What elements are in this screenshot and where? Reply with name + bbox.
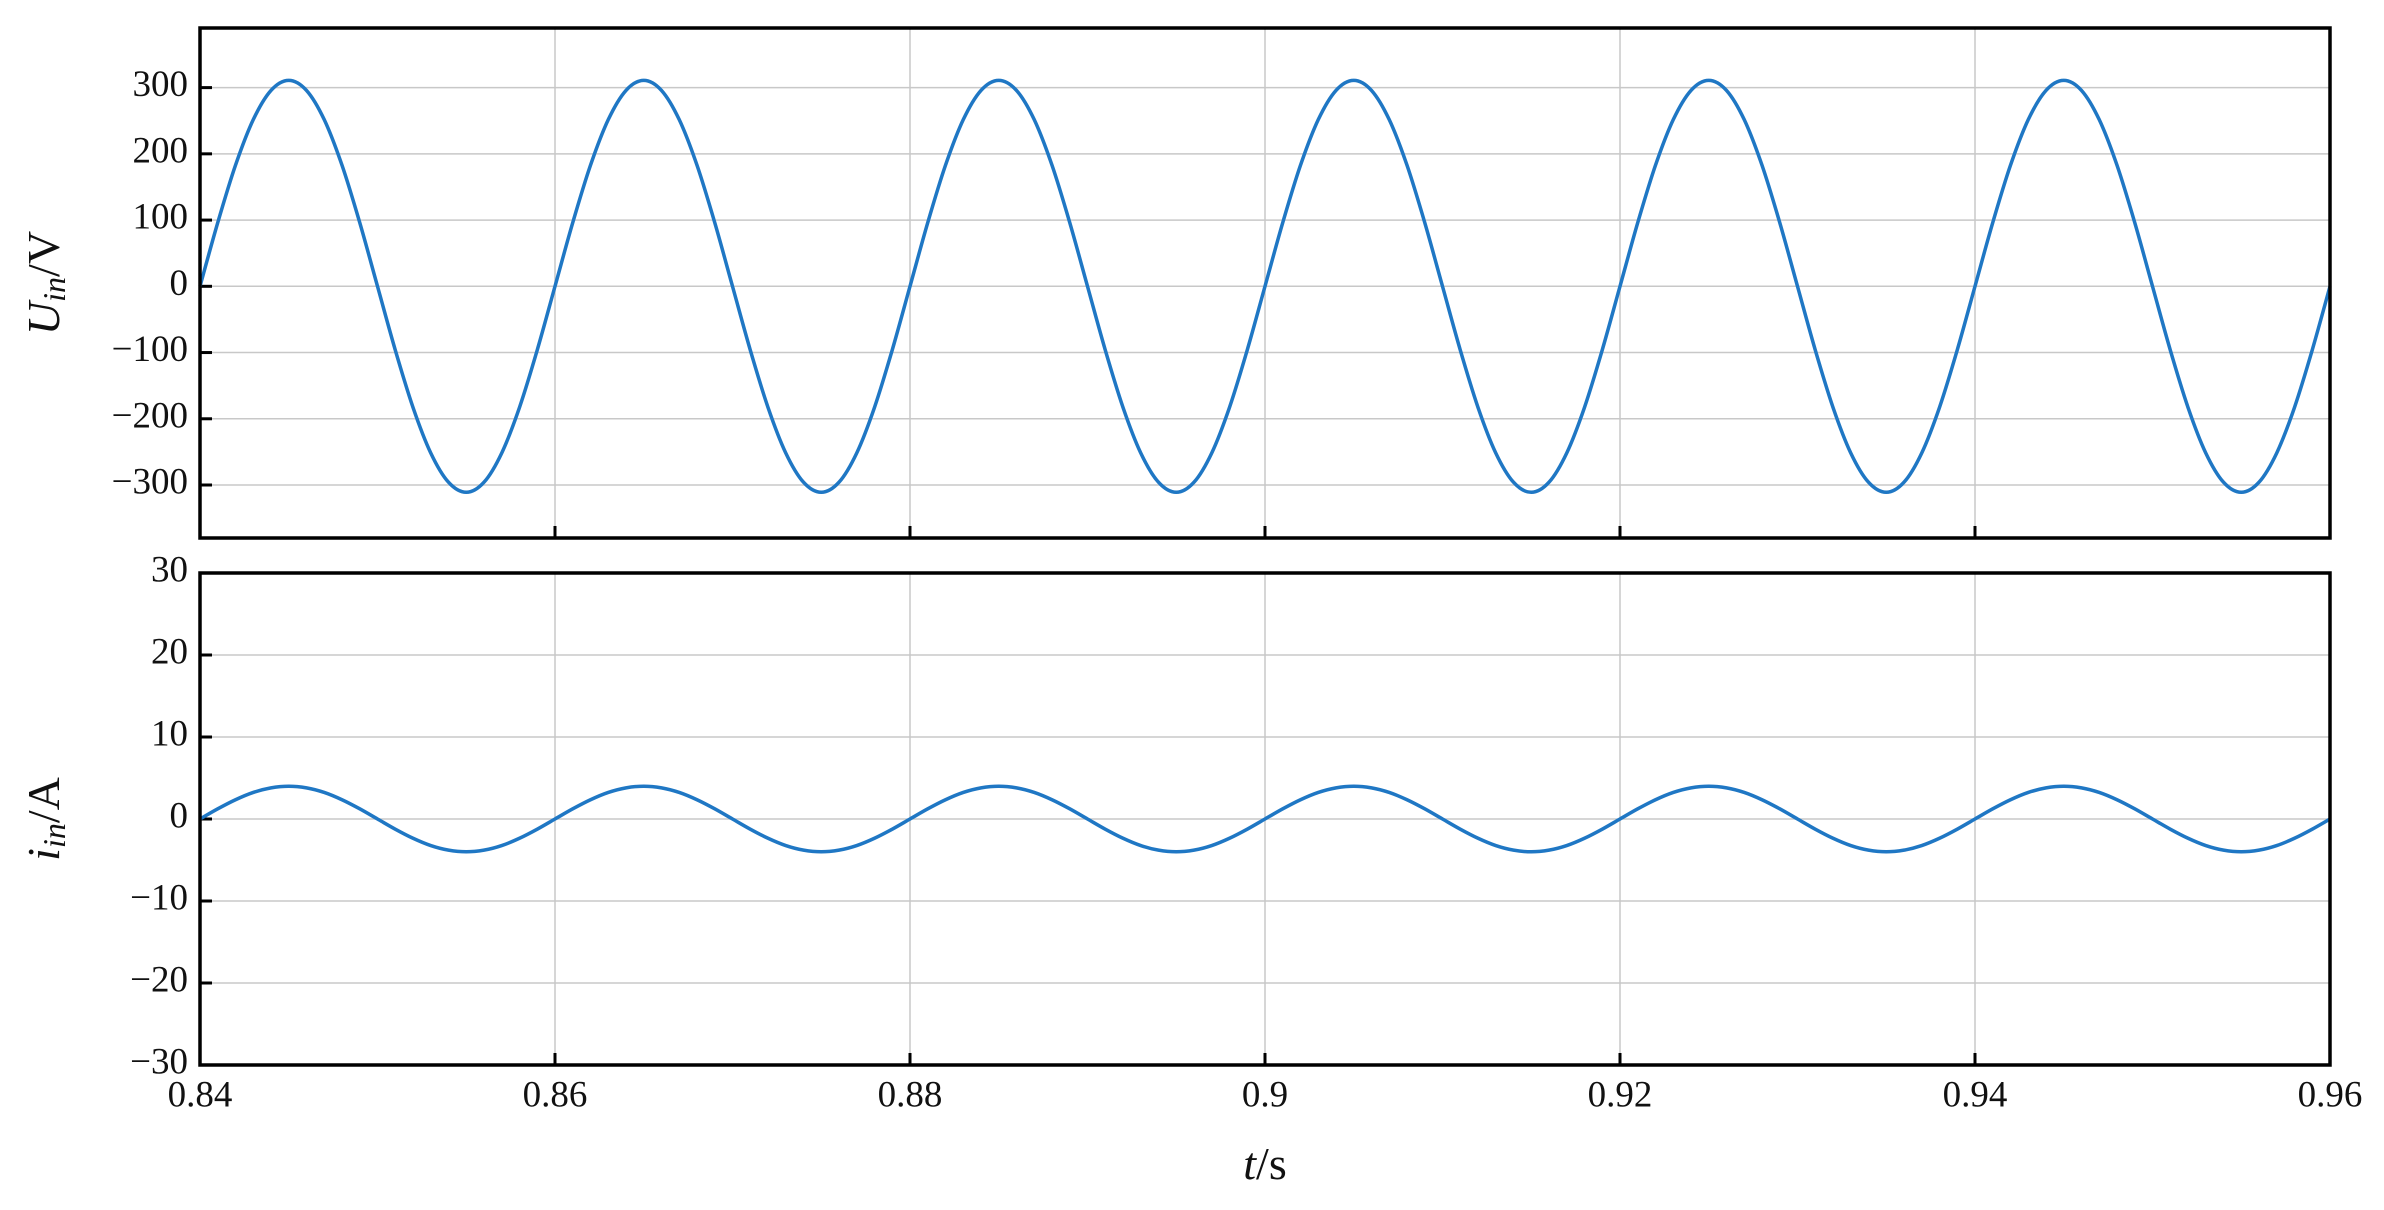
x-tick-label: 0.88 bbox=[878, 1074, 943, 1115]
x-label-symbol: t bbox=[1243, 1138, 1257, 1189]
y-tick-label: −200 bbox=[112, 395, 188, 436]
data-line bbox=[199, 784, 2331, 854]
x-tick-label: 0.94 bbox=[1943, 1074, 2008, 1115]
y-tick-label: 20 bbox=[151, 631, 188, 672]
y-label-unit: /A bbox=[18, 777, 69, 823]
y-tick-label: −20 bbox=[130, 959, 188, 1000]
plot-frame bbox=[198, 26, 2332, 540]
y-tick-label: 0 bbox=[170, 795, 189, 836]
y-label-unit: /V bbox=[18, 231, 69, 277]
y-label-subscript: in bbox=[36, 277, 72, 302]
y-tick-label: 0 bbox=[170, 263, 189, 304]
x-axis-label: t/s bbox=[1243, 1138, 1286, 1189]
y-label-subscript: in bbox=[36, 823, 72, 848]
y-tick-label: 10 bbox=[151, 713, 188, 754]
plot-frame bbox=[198, 571, 2332, 1067]
y-tick-label: −10 bbox=[130, 877, 188, 918]
y-axis-label: Uin/V bbox=[18, 231, 73, 335]
y-tick-label: 200 bbox=[133, 130, 189, 171]
y-axis-label: iin/A bbox=[18, 777, 73, 861]
y-label-symbol: U bbox=[18, 299, 69, 335]
y-tick-label: −30 bbox=[130, 1041, 188, 1082]
x-tick-label: 0.84 bbox=[168, 1074, 233, 1115]
x-label-unit: /s bbox=[1256, 1138, 1287, 1189]
y-label-symbol: i bbox=[18, 848, 69, 861]
y-tick-label: 30 bbox=[151, 549, 188, 590]
x-tick-label: 0.96 bbox=[2298, 1074, 2363, 1115]
x-tick-label: 0.86 bbox=[523, 1074, 588, 1115]
y-tick-label: 300 bbox=[133, 64, 189, 105]
x-tick-label: 0.92 bbox=[1588, 1074, 1653, 1115]
x-tick-label: 0.9 bbox=[1242, 1074, 1288, 1115]
y-tick-label: 100 bbox=[133, 197, 189, 238]
y-tick-label: −300 bbox=[112, 461, 188, 502]
y-tick-label: −100 bbox=[112, 329, 188, 370]
data-line bbox=[198, 78, 2332, 495]
